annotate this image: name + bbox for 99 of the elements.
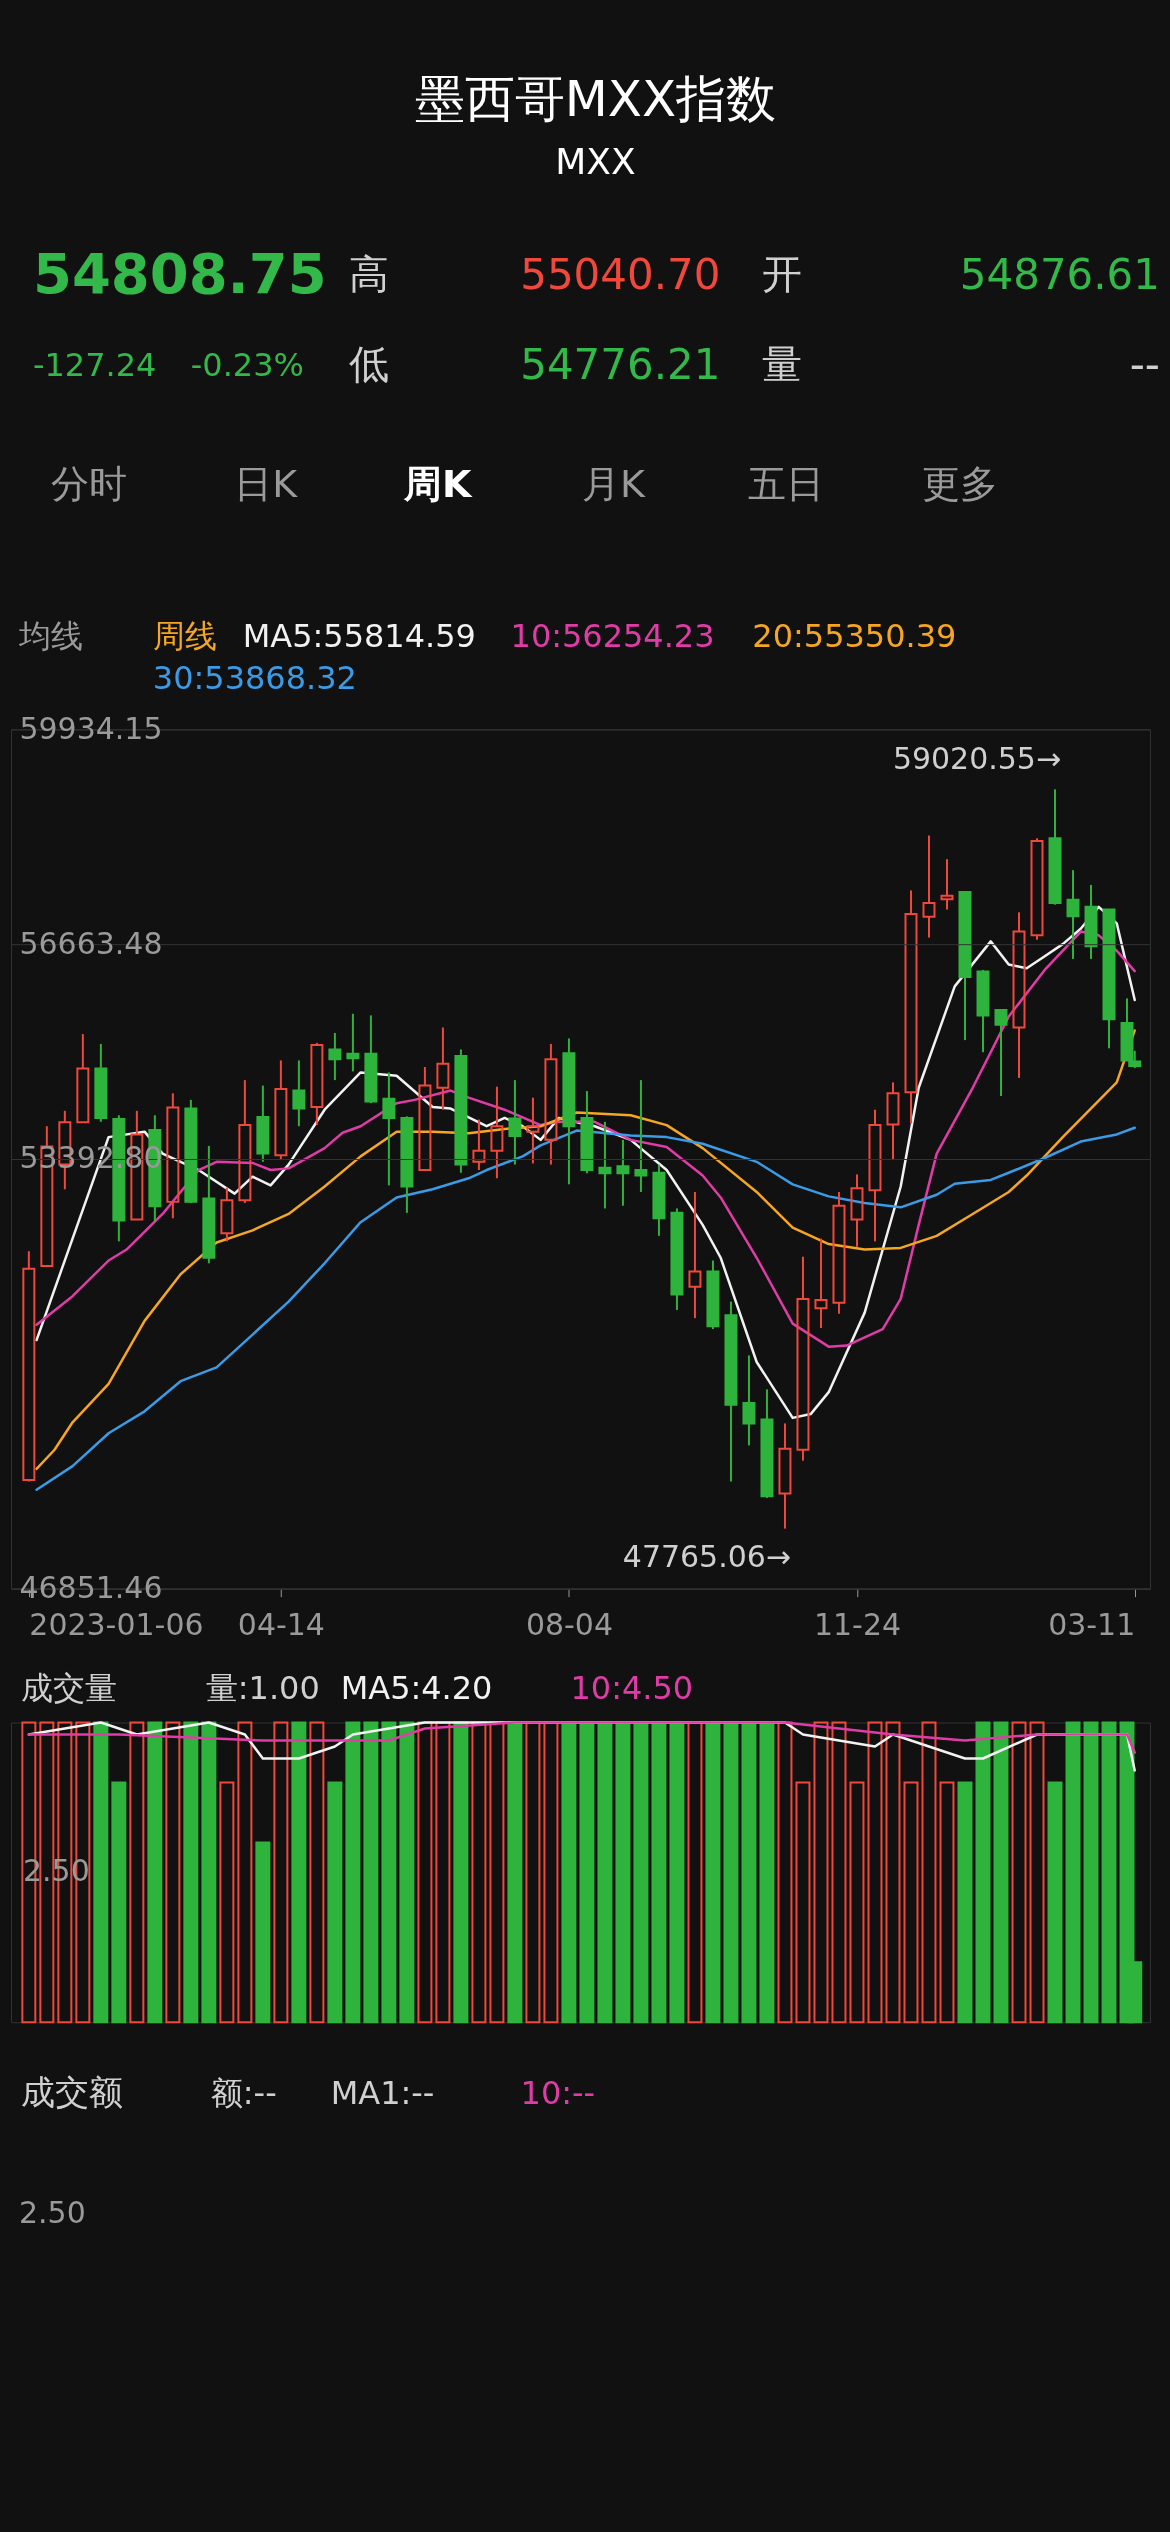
text: 月K [582, 461, 647, 506]
x-tick-label: 2023-01-06 [29, 1607, 204, 1643]
y-tick-label: 59934.15 [19, 710, 163, 746]
text: 日K [234, 461, 299, 506]
text: 10:-- [520, 2074, 596, 2113]
bar [741, 1721, 757, 2024]
text: 54808.75 [32, 240, 327, 306]
text: 分时 [50, 461, 127, 506]
bar [1029, 1721, 1045, 2024]
text: 额:-- [210, 2074, 277, 2113]
bar [219, 1781, 235, 2024]
annotation: 59020.55→ [892, 741, 1061, 777]
text: 周线 [152, 617, 217, 656]
bar [1101, 1721, 1117, 2024]
bar [957, 1781, 973, 2024]
bar [849, 1781, 865, 2024]
bar [525, 1721, 541, 2024]
bar [327, 1781, 343, 2024]
chart-title: 成交量 [20, 1668, 117, 1707]
text: 20:55350.39 [752, 617, 957, 656]
bar [885, 1721, 901, 2024]
bar [255, 1841, 271, 2024]
text: MXX [555, 140, 636, 182]
bar [687, 1721, 703, 2024]
bar [939, 1781, 955, 2024]
text: 量:1.00 [205, 1668, 320, 1707]
bar [417, 1721, 433, 2024]
bar [309, 1721, 325, 2024]
text: -127.24 [32, 345, 157, 384]
x-tick-label: 04-14 [237, 1607, 325, 1643]
bar [651, 1721, 667, 2024]
text: 五日 [748, 461, 825, 506]
bar [867, 1721, 883, 2024]
bar [183, 1721, 199, 2024]
bar [291, 1721, 307, 2024]
text: MA1:-- [330, 2074, 435, 2113]
bar [1047, 1781, 1063, 2024]
bar [507, 1721, 523, 2024]
text: 高 [348, 250, 389, 297]
bar [399, 1721, 415, 2024]
text: 均线 [17, 617, 83, 656]
bar [435, 1721, 451, 2024]
text: 周K [402, 461, 473, 506]
bar [975, 1721, 991, 2024]
bar [723, 1721, 739, 2024]
bar [381, 1721, 397, 2024]
bar [633, 1721, 649, 2024]
bar [165, 1721, 181, 2024]
bar [1011, 1721, 1027, 2024]
text: -- [1129, 339, 1161, 389]
bar [1083, 1721, 1099, 2024]
text: 低 [348, 340, 389, 387]
series-label: MA5:4.20 [340, 1668, 493, 1707]
bar [777, 1721, 793, 2024]
bar [345, 1721, 361, 2024]
y-tick-label: 46851.46 [19, 1570, 163, 1606]
x-tick-label: 03-11 [1048, 1607, 1136, 1643]
text: 54776.21 [520, 339, 721, 389]
bar [615, 1721, 631, 2024]
bar [147, 1721, 163, 2024]
bar [201, 1721, 217, 2024]
bar [669, 1721, 685, 2024]
bar [561, 1721, 577, 2024]
annotation: 47765.06→ [622, 1538, 791, 1574]
bar [831, 1721, 847, 2024]
text: 墨西哥MXX指数 [414, 69, 777, 128]
text: -0.23% [190, 345, 304, 384]
bar [993, 1721, 1009, 2024]
bar [111, 1781, 127, 2024]
bar [759, 1721, 775, 2024]
bar [363, 1721, 379, 2024]
x-tick-label: 11-24 [813, 1607, 902, 1643]
x-tick-label: 08-04 [525, 1607, 613, 1643]
bar [273, 1721, 289, 2024]
bar [597, 1721, 613, 2024]
y-tick-label: 56663.48 [19, 925, 163, 961]
bar [1065, 1721, 1081, 2024]
bar [237, 1721, 253, 2024]
bar [543, 1721, 559, 2024]
text: 更多 [922, 461, 999, 506]
text: 2.50 [18, 2195, 86, 2231]
text: 54876.61 [959, 249, 1161, 299]
bar [921, 1721, 937, 2024]
text: 10:56254.23 [510, 617, 715, 656]
bar [129, 1721, 145, 2024]
bar [579, 1721, 595, 2024]
bar [453, 1721, 469, 2024]
text: 量 [762, 340, 803, 387]
text: 55040.70 [520, 249, 721, 299]
text: 开 [762, 250, 803, 297]
text: 成交额 [20, 2072, 123, 2113]
bar [813, 1721, 829, 2024]
bar [903, 1781, 919, 2024]
bar [705, 1721, 721, 2024]
text: 30:53868.32 [152, 659, 357, 698]
series-label: 10:4.50 [570, 1668, 694, 1707]
bar [795, 1781, 811, 2024]
bar [93, 1721, 109, 2024]
text: MA5:55814.59 [242, 617, 476, 656]
